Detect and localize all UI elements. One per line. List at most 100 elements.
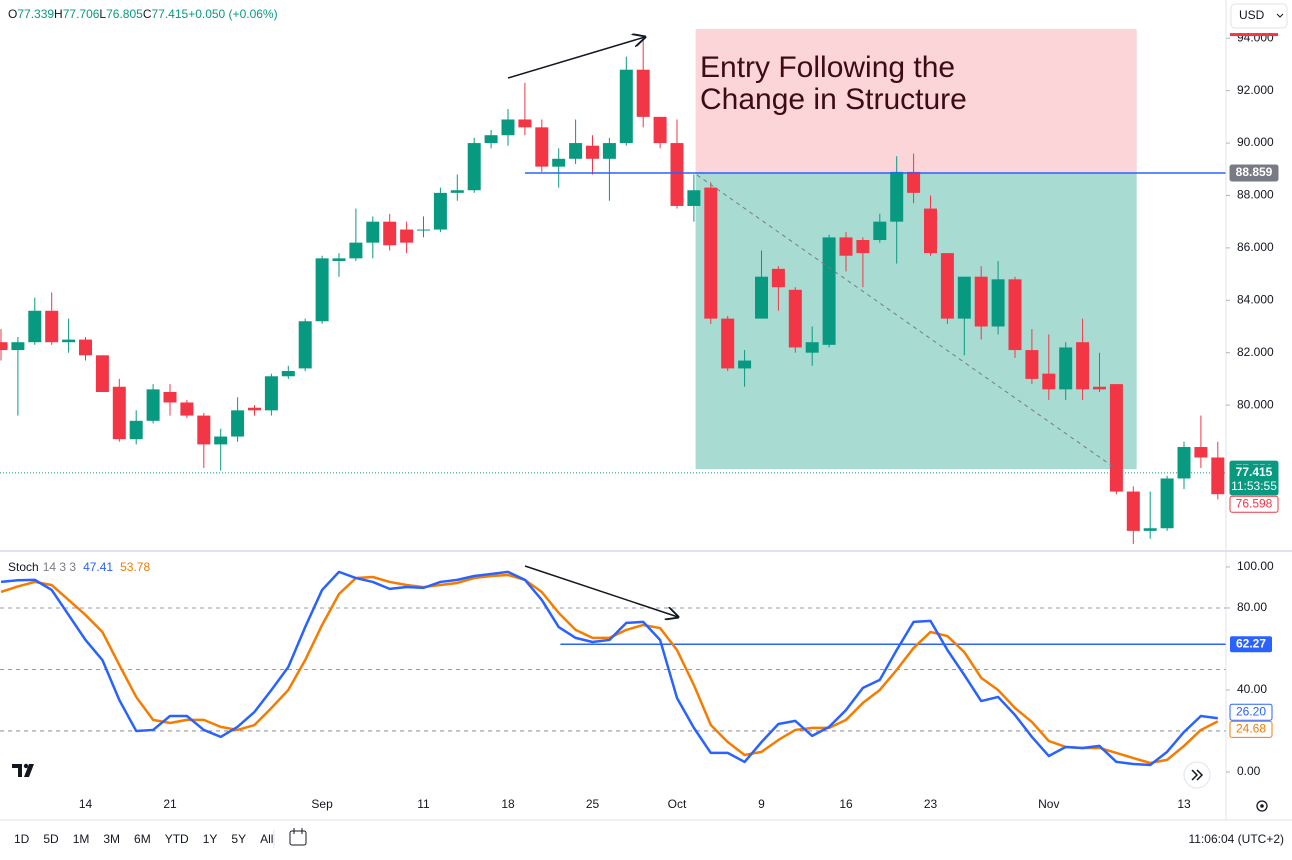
stoch-legend: Stoch 14 3 3 47.41 53.78 — [8, 560, 150, 574]
x-tick-label: 13 — [1177, 797, 1191, 811]
range-button[interactable]: All — [260, 832, 273, 846]
annotation: Entry Following the — [700, 51, 955, 84]
candle-body — [670, 143, 684, 206]
x-tick-label: 14 — [79, 797, 93, 811]
candle-body — [552, 158, 566, 167]
candle-body — [0, 342, 8, 351]
ohlc-change: +0.050 (+0.06%) — [188, 7, 277, 21]
ohlc-value: 76.805 — [106, 7, 143, 21]
logo-dot — [23, 763, 29, 769]
range-button[interactable]: 5Y — [231, 832, 246, 846]
candle-body — [349, 242, 363, 259]
candle-body — [1177, 447, 1191, 479]
currency[interactable]: USD — [1239, 8, 1265, 22]
x-tick-label: Sep — [311, 797, 333, 811]
x-tick-label: Oct — [668, 797, 687, 811]
candle-body — [586, 145, 599, 159]
range-button[interactable]: 1M — [73, 832, 90, 846]
candle-body — [281, 371, 295, 377]
y-tick-label: 80.00 — [1237, 600, 1267, 614]
toolbar: 1D 5D 1M 3M 6M YTD 1Y 5Y All — [14, 832, 273, 846]
candle-body — [974, 276, 988, 327]
x-tick-label: 25 — [586, 797, 600, 811]
candle-body — [1042, 373, 1056, 390]
candle-body — [400, 229, 414, 243]
candle-body — [332, 258, 346, 261]
x-tick-label: 18 — [501, 797, 515, 811]
range-button[interactable]: YTD — [165, 832, 189, 846]
currency-button[interactable] — [1230, 3, 1288, 29]
ohlc-value: 77.706 — [63, 7, 100, 21]
candle-body — [366, 221, 380, 243]
candle-body — [264, 376, 278, 411]
candle-body — [569, 143, 583, 159]
x-tick-label: 16 — [839, 797, 853, 811]
candle-body — [991, 279, 1005, 327]
candle-body — [1025, 350, 1039, 379]
ohlc-key: L — [99, 7, 106, 21]
ohlc-legend: O77.339H77.706L76.805C77.415+0.050 (+0.0… — [8, 7, 278, 21]
last-value-badge — [1229, 720, 1273, 738]
candle-body — [1126, 491, 1140, 531]
range-button[interactable]: 1D — [14, 832, 30, 846]
hline-badge — [1230, 636, 1272, 653]
candle-body — [315, 258, 329, 322]
y-tick-label: 94.000 — [1237, 30, 1274, 44]
candle-body — [518, 119, 532, 128]
candle-body — [231, 410, 245, 437]
y-tick-label: 80.000 — [1237, 397, 1274, 411]
dropdown-icon — [1276, 13, 1284, 18]
candle-body — [1008, 279, 1022, 351]
candle-body — [653, 116, 667, 144]
candle-body — [484, 135, 498, 144]
date-range-icon[interactable] — [289, 830, 307, 846]
stoch-pane — [0, 570, 1226, 767]
candle-body — [45, 310, 59, 343]
arrow — [524, 565, 678, 617]
candle-body — [1093, 386, 1106, 390]
candle-body — [417, 229, 430, 231]
candle-body — [214, 436, 228, 445]
candle-body — [957, 276, 971, 319]
candle-body — [467, 143, 481, 191]
candle-body — [129, 420, 143, 440]
candle-body — [146, 389, 160, 421]
last-value-badge — [1229, 703, 1273, 721]
hline-badge-label: 62.27 — [1236, 636, 1266, 650]
prev-badge — [1229, 495, 1279, 513]
price-badge — [1229, 164, 1279, 182]
price-badge-label: 88.859 — [1236, 165, 1273, 179]
range-button[interactable]: 6M — [134, 832, 151, 846]
settings-icon[interactable] — [1256, 800, 1268, 812]
range-button[interactable]: 3M — [103, 832, 120, 846]
arrow — [507, 37, 645, 79]
candle-body — [11, 342, 25, 351]
trend-dashed — [696, 174, 1116, 469]
price-badge — [1229, 464, 1279, 496]
candle-body — [822, 237, 836, 345]
settings-icon-core — [1260, 804, 1264, 808]
ohlc-key: O — [8, 7, 17, 21]
candle-body — [805, 342, 819, 353]
x-tick-label: 9 — [758, 797, 765, 811]
candle-body — [95, 355, 109, 392]
candle-body — [501, 119, 515, 136]
candle-body — [788, 289, 802, 348]
axes — [0, 0, 1292, 821]
clock: 11:06:04 (UTC+2) — [1189, 832, 1285, 846]
candle-body — [619, 69, 633, 144]
candle-body — [433, 192, 447, 230]
stoch-line — [0, 573, 1219, 765]
range-button[interactable]: 1Y — [203, 832, 218, 846]
candle-body — [602, 143, 616, 159]
candle-body — [298, 321, 312, 369]
ohlc-value: 77.415 — [151, 7, 188, 21]
range-button[interactable]: 5D — [43, 832, 59, 846]
x-tick-label: 11 — [417, 797, 430, 811]
candle-body — [79, 339, 92, 356]
stoch-params: 14 3 3 — [43, 560, 77, 574]
candle-body — [1194, 447, 1208, 458]
